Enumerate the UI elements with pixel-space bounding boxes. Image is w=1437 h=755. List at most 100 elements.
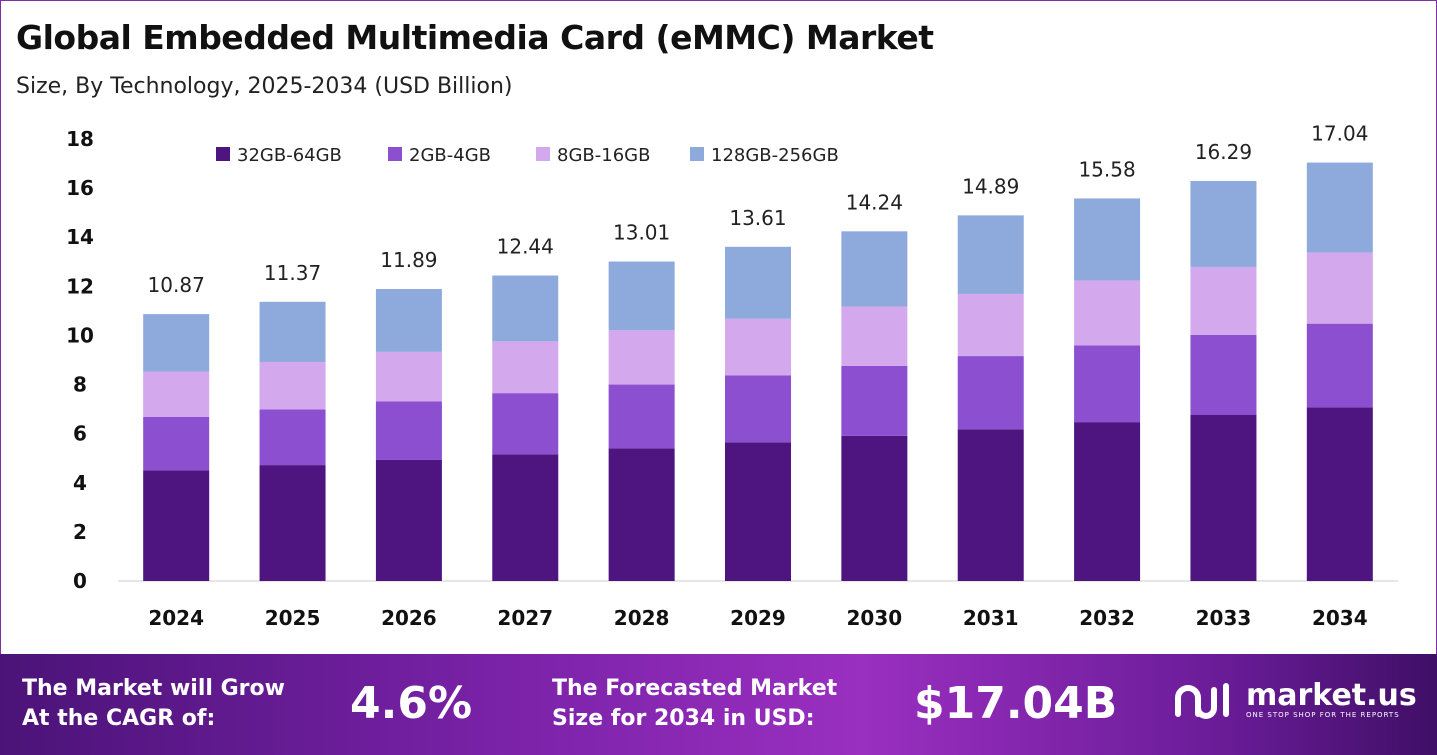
- bar-segment-8gb-16gb: [608, 330, 675, 385]
- x-tick-label: 2032: [1079, 606, 1135, 630]
- bar-segment-8gb-16gb: [725, 318, 791, 376]
- logo-name: market.us: [1246, 678, 1417, 713]
- logo-tagline: ONE STOP SHOP FOR THE REPORTS: [1246, 711, 1400, 719]
- bar-segment-128gb-256gb: [841, 231, 908, 307]
- total-data-label: 15.58: [1078, 157, 1135, 181]
- y-tick-label: 6: [73, 422, 87, 446]
- bar-segment-32gb-64gb: [1306, 407, 1373, 581]
- total-data-label: 11.89: [380, 248, 437, 272]
- bar-segment-2gb-4gb: [1074, 345, 1141, 423]
- bar-segment-2gb-4gb: [375, 401, 442, 460]
- x-tick-label: 2025: [265, 606, 321, 630]
- y-tick-label: 12: [66, 274, 94, 298]
- bar-segment-128gb-256gb: [1074, 198, 1141, 281]
- x-tick-label: 2027: [497, 606, 553, 630]
- forecast-label: The Forecasted Market Size for 2034 in U…: [552, 674, 837, 734]
- cagr-label: The Market will Grow At the CAGR of:: [22, 674, 285, 734]
- bar-segment-32gb-64gb: [725, 442, 791, 581]
- bar-segment-32gb-64gb: [143, 470, 210, 581]
- cagr-label-line2: At the CAGR of:: [22, 706, 216, 731]
- bar-segment-128gb-256gb: [492, 275, 559, 342]
- x-tick-label: 2029: [730, 606, 786, 630]
- bar-segment-128gb-256gb: [725, 246, 791, 319]
- total-data-label: 12.44: [497, 235, 554, 259]
- bar-segment-32gb-64gb: [1074, 422, 1141, 581]
- x-tick-label: 2034: [1312, 606, 1368, 630]
- total-data-label: 11.37: [264, 261, 321, 285]
- chart-title: Global Embedded Multimedia Card (eMMC) M…: [16, 18, 934, 57]
- y-tick-label: 18: [66, 127, 94, 151]
- legend-swatch: [536, 147, 550, 161]
- bar-segment-8gb-16gb: [1074, 280, 1141, 346]
- bar-segment-32gb-64gb: [492, 454, 559, 581]
- bar-segment-8gb-16gb: [375, 351, 442, 402]
- bar-segment-2gb-4gb: [725, 375, 791, 443]
- bar-segment-8gb-16gb: [143, 371, 210, 417]
- forecast-label-line1: The Forecasted Market: [552, 676, 838, 701]
- y-tick-label: 10: [66, 323, 94, 347]
- bar-segment-2gb-4gb: [1190, 334, 1257, 416]
- cagr-value: 4.6%: [350, 678, 473, 729]
- bar-segment-8gb-16gb: [1190, 266, 1257, 335]
- cagr-label-line1: The Market will Grow: [22, 676, 285, 701]
- x-tick-label: 2028: [614, 606, 670, 630]
- y-tick-label: 14: [66, 225, 94, 249]
- total-data-label: 10.87: [148, 273, 205, 297]
- bar-segment-2gb-4gb: [143, 416, 210, 471]
- bar-segment-8gb-16gb: [1306, 252, 1373, 324]
- total-data-label: 13.61: [729, 206, 786, 230]
- bar-segment-32gb-64gb: [259, 465, 326, 581]
- forecast-label-line2: Size for 2034 in USD:: [552, 706, 815, 731]
- bar-segment-128gb-256gb: [259, 301, 326, 362]
- legend-swatch: [388, 147, 402, 161]
- bar-segment-8gb-16gb: [957, 293, 1024, 357]
- legend-swatch: [690, 147, 704, 161]
- legend-swatch: [216, 147, 230, 161]
- y-tick-label: 16: [66, 176, 94, 200]
- y-tick-label: 0: [73, 569, 87, 593]
- bar-segment-2gb-4gb: [957, 356, 1024, 430]
- bar-segment-128gb-256gb: [1306, 162, 1373, 253]
- x-tick-label: 2030: [847, 606, 903, 630]
- bar-segment-2gb-4gb: [492, 393, 559, 455]
- total-data-label: 14.24: [846, 190, 903, 214]
- bar-segment-128gb-256gb: [143, 314, 210, 372]
- bar-segment-2gb-4gb: [259, 409, 326, 466]
- total-data-label: 14.89: [962, 174, 1019, 198]
- bar-segment-32gb-64gb: [1190, 415, 1257, 581]
- legend-label: 8GB-16GB: [557, 145, 650, 166]
- bar-segment-2gb-4gb: [1306, 323, 1373, 408]
- logo-mark-icon: [1175, 683, 1229, 719]
- x-tick-label: 2033: [1196, 606, 1252, 630]
- legend-label: 128GB-256GB: [711, 145, 839, 166]
- bar-segment-128gb-256gb: [1190, 180, 1257, 267]
- legend-label: 32GB-64GB: [237, 145, 342, 166]
- bar-segment-128gb-256gb: [608, 261, 675, 331]
- bar-segment-32gb-64gb: [375, 459, 442, 581]
- y-tick-label: 2: [73, 520, 87, 544]
- x-tick-label: 2026: [381, 606, 437, 630]
- market-us-logo: market.us ONE STOP SHOP FOR THE REPORTS: [1172, 680, 1417, 720]
- bar-segment-2gb-4gb: [608, 384, 675, 449]
- x-tick-label: 2024: [148, 606, 204, 630]
- bar-segment-32gb-64gb: [957, 429, 1024, 581]
- total-data-label: 16.29: [1195, 140, 1252, 164]
- bar-segment-128gb-256gb: [957, 215, 1024, 294]
- total-data-label: 17.04: [1311, 122, 1368, 146]
- chart-subtitle: Size, By Technology, 2025-2034 (USD Bill…: [16, 74, 513, 99]
- total-data-label: 13.01: [613, 221, 670, 245]
- bar-segment-8gb-16gb: [259, 361, 326, 410]
- legend-label: 2GB-4GB: [409, 145, 491, 166]
- bar-segment-8gb-16gb: [841, 306, 908, 366]
- x-tick-label: 2031: [963, 606, 1019, 630]
- footer-banner: The Market will Grow At the CAGR of: 4.6…: [0, 654, 1437, 755]
- bar-segment-32gb-64gb: [841, 435, 908, 581]
- y-tick-label: 4: [73, 471, 87, 495]
- bar-segment-32gb-64gb: [608, 448, 675, 581]
- bar-segment-2gb-4gb: [841, 365, 908, 436]
- bar-segment-8gb-16gb: [492, 341, 559, 394]
- y-tick-label: 8: [73, 373, 87, 397]
- bar-segment-128gb-256gb: [375, 289, 442, 352]
- forecast-value: $17.04B: [914, 678, 1118, 729]
- stacked-bar-chart: 0 2 4 6 8 10 12 14 16 18 10.87 2024 11.37 2025 11.89 20…: [66, 122, 1398, 630]
